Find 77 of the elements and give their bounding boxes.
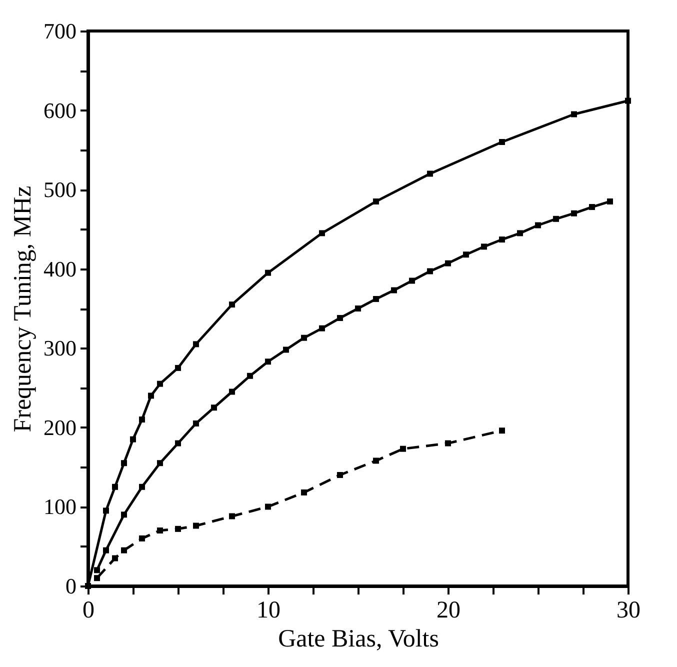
y-axis-title: Frequency Tuning, MHz <box>10 186 36 432</box>
point <box>391 287 397 294</box>
point <box>373 198 379 204</box>
point <box>139 535 145 542</box>
point <box>499 236 505 243</box>
point <box>553 216 559 222</box>
point <box>283 346 289 353</box>
point <box>121 547 127 554</box>
y-tick-label: 0 <box>66 574 76 598</box>
point <box>265 358 271 365</box>
point <box>445 440 451 446</box>
point <box>211 404 217 411</box>
point <box>94 575 100 582</box>
point <box>175 364 181 371</box>
point <box>265 270 271 276</box>
point <box>535 222 541 228</box>
point <box>337 315 343 322</box>
point <box>247 372 253 379</box>
point <box>157 460 163 466</box>
point <box>373 458 379 464</box>
point <box>229 388 235 395</box>
point <box>481 244 487 250</box>
point <box>265 504 271 510</box>
point <box>103 547 109 554</box>
point <box>400 446 406 452</box>
y-tick-label: 700 <box>44 18 76 44</box>
x-tick-label: 30 <box>616 598 640 624</box>
point <box>301 334 307 341</box>
point <box>499 428 505 434</box>
point <box>103 508 109 514</box>
point <box>139 416 145 422</box>
point <box>499 139 505 145</box>
point <box>427 170 433 177</box>
point <box>427 268 433 274</box>
point <box>229 302 235 308</box>
point <box>229 513 235 520</box>
point <box>175 526 181 532</box>
point <box>517 230 523 236</box>
y-tick-label: 500 <box>44 177 76 202</box>
point <box>355 306 361 312</box>
point <box>607 198 613 204</box>
y-tick-label: 100 <box>44 494 76 520</box>
point <box>373 296 379 302</box>
x-tick-label: 20 <box>436 598 460 624</box>
point <box>625 98 631 104</box>
point <box>175 440 181 446</box>
point <box>319 230 325 236</box>
point <box>409 278 415 284</box>
y-tick-label: 600 <box>44 98 76 123</box>
point <box>157 528 163 534</box>
y-tick-label: 200 <box>44 414 76 440</box>
point <box>193 522 199 529</box>
point <box>112 555 118 562</box>
x-axis-title: Gate Bias, Volts <box>278 626 439 652</box>
point <box>319 325 325 332</box>
point <box>121 460 127 466</box>
point <box>130 436 136 442</box>
point <box>121 512 127 518</box>
point <box>571 210 577 216</box>
point <box>589 204 595 210</box>
x-tick-label: 10 <box>256 598 280 624</box>
point <box>193 341 199 348</box>
y-tick-label: 400 <box>44 256 76 282</box>
point <box>112 484 118 490</box>
point <box>148 392 154 399</box>
point <box>139 484 145 490</box>
point <box>571 111 577 118</box>
point <box>445 260 451 266</box>
x-tick-label: 0 <box>82 598 94 624</box>
point <box>157 380 163 387</box>
point <box>337 472 343 478</box>
point <box>193 420 199 426</box>
point <box>94 567 100 574</box>
point <box>463 252 469 258</box>
y-tick-label: 300 <box>44 336 76 361</box>
point <box>85 583 91 589</box>
point <box>301 489 307 496</box>
